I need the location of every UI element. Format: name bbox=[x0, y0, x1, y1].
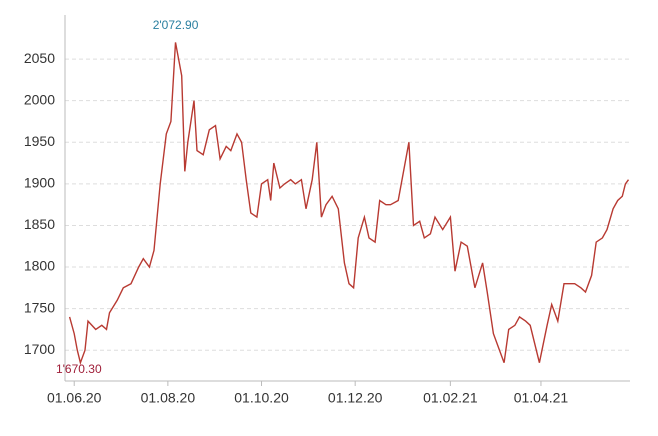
annotation: 2'072.90 bbox=[153, 18, 199, 32]
y-tick-label: 1750 bbox=[24, 299, 55, 315]
y-tick-label: 2000 bbox=[24, 91, 55, 107]
y-tick-label: 1900 bbox=[24, 175, 55, 191]
x-tick-label: 01.06.20 bbox=[47, 390, 102, 406]
x-tick-label: 01.08.20 bbox=[141, 390, 196, 406]
x-tick-label: 01.02.21 bbox=[423, 390, 478, 406]
annotation: 1'670.30 bbox=[56, 362, 102, 376]
x-tick-label: 01.12.20 bbox=[328, 390, 383, 406]
y-tick-label: 1800 bbox=[24, 258, 55, 274]
y-tick-label: 1950 bbox=[24, 133, 55, 149]
y-tick-label: 1700 bbox=[24, 341, 55, 357]
x-tick-label: 01.04.21 bbox=[514, 390, 569, 406]
y-tick-label: 2050 bbox=[24, 50, 55, 66]
y-tick-label: 1850 bbox=[24, 216, 55, 232]
price-line bbox=[68, 42, 630, 366]
x-tick-label: 01.10.20 bbox=[234, 390, 289, 406]
